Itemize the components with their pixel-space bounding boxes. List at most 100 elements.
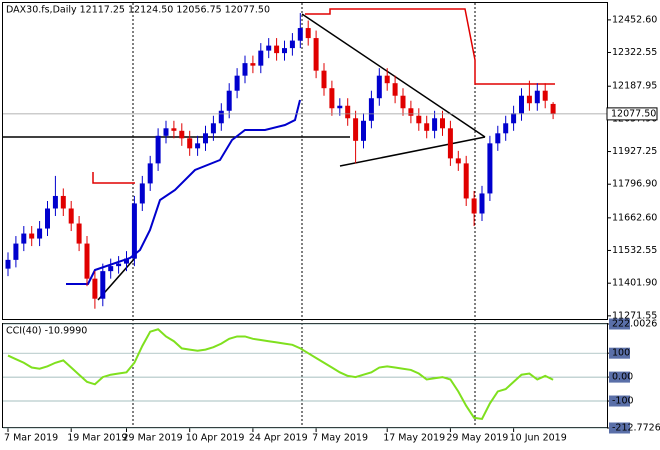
candle-body bbox=[353, 118, 359, 141]
candle-body bbox=[13, 243, 19, 260]
x-tick-label: 7 May 2019 bbox=[312, 433, 368, 444]
x-tick-label: 29 May 2019 bbox=[446, 433, 508, 444]
candle-body bbox=[305, 28, 311, 39]
candle-body bbox=[218, 110, 224, 124]
candle-body bbox=[495, 133, 501, 144]
candle-body bbox=[100, 271, 106, 299]
candle-body bbox=[163, 128, 169, 136]
y-tick-label: 11401.90 bbox=[612, 278, 657, 289]
candle-body bbox=[297, 28, 303, 41]
candle-body bbox=[361, 120, 366, 141]
candle-body bbox=[447, 128, 453, 159]
y-tick-label: 12187.95 bbox=[612, 81, 657, 92]
y-tick-label: 100 bbox=[612, 348, 630, 359]
candle-body bbox=[511, 113, 517, 124]
trend-line bbox=[339, 136, 486, 167]
level-box bbox=[609, 347, 630, 359]
candle-body bbox=[400, 95, 406, 109]
y-tick-label: 12322.55 bbox=[612, 47, 657, 58]
candle-body bbox=[266, 45, 272, 51]
x-tick-label: 29 Mar 2019 bbox=[123, 433, 183, 444]
candle-body bbox=[124, 258, 129, 264]
candle-body bbox=[424, 123, 430, 131]
candle-body bbox=[345, 105, 351, 119]
candle-body bbox=[84, 243, 90, 279]
candle-body bbox=[234, 75, 240, 91]
candle-body bbox=[45, 208, 50, 229]
candle-body bbox=[108, 266, 114, 272]
y-tick-label: -100 bbox=[612, 396, 634, 407]
candle-body bbox=[179, 130, 185, 139]
candle-body bbox=[503, 123, 509, 134]
candle-body bbox=[195, 143, 201, 149]
price-panel bbox=[2, 2, 608, 320]
candle-body bbox=[526, 95, 532, 104]
candle-body bbox=[376, 75, 382, 99]
y-tick-label: 11662.60 bbox=[612, 212, 657, 223]
y-tick-label: 222.0026 bbox=[612, 319, 657, 330]
candle-body bbox=[487, 143, 493, 194]
chart-title: DAX30.fs,Daily 12117.25 12124.50 12056.7… bbox=[6, 5, 270, 16]
candle-body bbox=[542, 90, 548, 101]
cci-title: CCI(40) -10.9990 bbox=[6, 326, 87, 337]
candle-body bbox=[258, 50, 264, 66]
candle-body bbox=[321, 70, 327, 89]
candle-body bbox=[92, 278, 98, 299]
candle-body bbox=[60, 195, 66, 209]
candle-body bbox=[155, 135, 161, 164]
y-tick-label: 11927.25 bbox=[612, 146, 657, 157]
candle-body bbox=[242, 63, 248, 76]
candle-body bbox=[479, 193, 485, 214]
candle-body bbox=[187, 138, 193, 149]
cci-panel bbox=[2, 323, 608, 428]
stop-line bbox=[92, 172, 135, 184]
current-price-box bbox=[606, 107, 658, 121]
candle-body bbox=[37, 228, 43, 239]
y-tick-label: 12452.60 bbox=[612, 14, 657, 25]
x-tick-label: 17 May 2019 bbox=[383, 433, 445, 444]
candle-body bbox=[171, 128, 177, 131]
candle-body bbox=[226, 90, 232, 111]
level-box bbox=[609, 422, 630, 434]
trend-line bbox=[301, 13, 486, 138]
x-tick-label: 10 Apr 2019 bbox=[186, 433, 245, 444]
y-tick-label: 0.00 bbox=[612, 372, 633, 383]
stop-line bbox=[305, 8, 555, 85]
candle-body bbox=[68, 208, 74, 224]
candle-body bbox=[289, 40, 295, 49]
candle-body bbox=[147, 163, 153, 184]
x-tick-label: 10 Jun 2019 bbox=[510, 433, 567, 444]
candle-body bbox=[463, 163, 469, 199]
candle-body bbox=[29, 233, 35, 239]
candle-body bbox=[471, 198, 477, 214]
candle-body bbox=[313, 38, 319, 71]
cci-line bbox=[7, 328, 554, 421]
candle-body bbox=[408, 108, 414, 116]
candle-body bbox=[368, 98, 374, 121]
candle-body bbox=[282, 48, 287, 54]
candle-body bbox=[455, 158, 461, 164]
candle-body bbox=[519, 95, 524, 114]
y-tick-label: 11532.55 bbox=[612, 245, 657, 256]
candle-body bbox=[76, 223, 82, 244]
candle-body bbox=[534, 90, 540, 104]
candle-body bbox=[384, 75, 390, 84]
x-tick-label: 19 Mar 2019 bbox=[67, 433, 127, 444]
level-box bbox=[609, 371, 630, 383]
candle-body bbox=[329, 88, 335, 109]
candle-body bbox=[432, 118, 438, 131]
candle-body bbox=[139, 183, 145, 204]
candle-body bbox=[274, 45, 280, 54]
candle-body bbox=[131, 203, 137, 259]
candle-body bbox=[21, 233, 27, 244]
candle-body bbox=[337, 105, 343, 109]
candle-body bbox=[392, 83, 398, 96]
candle-body bbox=[550, 103, 556, 114]
y-tick-label: 11796.90 bbox=[612, 179, 657, 190]
x-tick-label: 24 Apr 2019 bbox=[249, 433, 308, 444]
level-box bbox=[609, 395, 630, 407]
level-box bbox=[609, 318, 630, 330]
candle-body bbox=[52, 195, 58, 209]
